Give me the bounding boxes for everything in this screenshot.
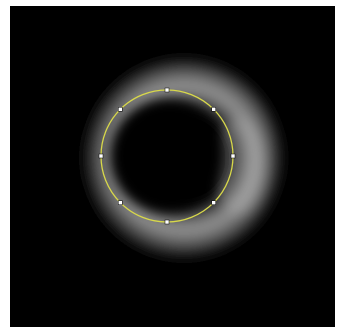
glow-ring bbox=[77, 55, 283, 261]
handle-top-right[interactable] bbox=[211, 107, 216, 112]
handle-right[interactable] bbox=[230, 153, 236, 159]
handle-left[interactable] bbox=[98, 153, 104, 159]
selection-handles[interactable] bbox=[98, 87, 236, 225]
glow-highlight bbox=[212, 118, 264, 214]
handle-bottom-left[interactable] bbox=[118, 200, 123, 205]
image-canvas[interactable] bbox=[10, 6, 335, 327]
handle-bottom-right[interactable] bbox=[211, 200, 216, 205]
scene-svg bbox=[77, 55, 283, 261]
handle-top[interactable] bbox=[164, 87, 170, 93]
handle-top-left[interactable] bbox=[118, 107, 123, 112]
handle-bottom[interactable] bbox=[164, 219, 170, 225]
ellipse-selection[interactable] bbox=[98, 87, 236, 225]
glow-inner-hole bbox=[110, 100, 222, 212]
